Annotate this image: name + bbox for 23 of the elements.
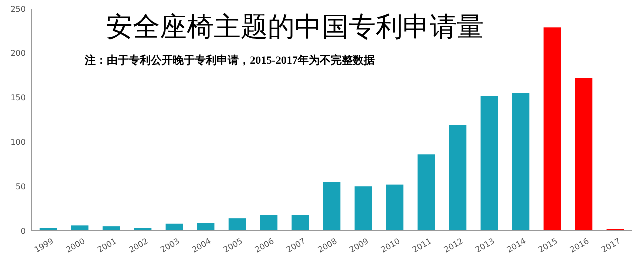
text: 注：由于专利公开晚于专利申请，2015-2017年为不完整数据 [84,54,375,67]
chart-title: 安全座椅主题的中国专利申请量 [106,12,484,42]
bar [71,226,89,231]
bar [260,215,278,231]
y-tick-label: 0 [20,226,26,236]
bar [575,78,593,231]
bar [323,182,341,231]
bar [480,96,498,231]
bar [292,215,310,231]
bar [449,125,467,231]
y-tick-label: 50 [16,182,26,192]
bar [544,28,562,231]
y-tick-label: 100 [10,138,26,147]
bar [512,93,530,231]
y-tick-label: 200 [10,49,26,58]
bar [354,186,372,231]
bar [197,223,215,231]
bar [418,154,436,231]
y-tick-label: 250 [10,4,26,14]
bar [166,224,184,231]
bar [386,184,404,231]
y-tick-label: 150 [10,94,26,103]
bar [228,218,246,231]
